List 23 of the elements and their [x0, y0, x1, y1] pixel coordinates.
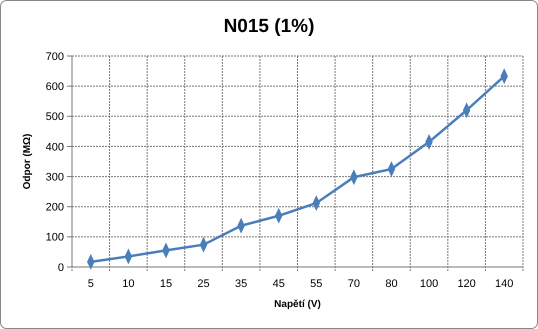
x-tick-label: 55 — [310, 278, 322, 290]
x-axis-title: Napětí (V) — [274, 299, 321, 310]
x-tick-label: 80 — [385, 278, 398, 290]
x-tick-label: 120 — [457, 278, 476, 290]
y-tick-label: 300 — [46, 171, 64, 184]
y-tick-label: 600 — [46, 80, 64, 93]
x-tick-label: 100 — [420, 278, 438, 290]
y-tick-label: 200 — [46, 202, 64, 214]
y-tick-label: 0 — [58, 262, 64, 274]
x-tick-label: 140 — [495, 278, 514, 290]
x-tick-label: 70 — [348, 278, 360, 290]
y-tick-label: 500 — [46, 111, 64, 124]
chart-title: N015 (1%) — [224, 16, 314, 37]
x-tick-label: 5 — [88, 278, 94, 290]
x-tick-label: 35 — [235, 278, 248, 290]
y-tick-label: 700 — [46, 50, 64, 63]
x-tick-label: 10 — [122, 278, 134, 290]
y-axis-title: Odpor (MΩ) — [22, 134, 33, 190]
y-tick-label: 400 — [46, 141, 64, 154]
y-tick-label: 100 — [46, 232, 64, 244]
x-tick-label: 45 — [272, 278, 285, 290]
x-tick-label: 25 — [197, 278, 210, 290]
x-tick-label: 15 — [160, 278, 172, 290]
